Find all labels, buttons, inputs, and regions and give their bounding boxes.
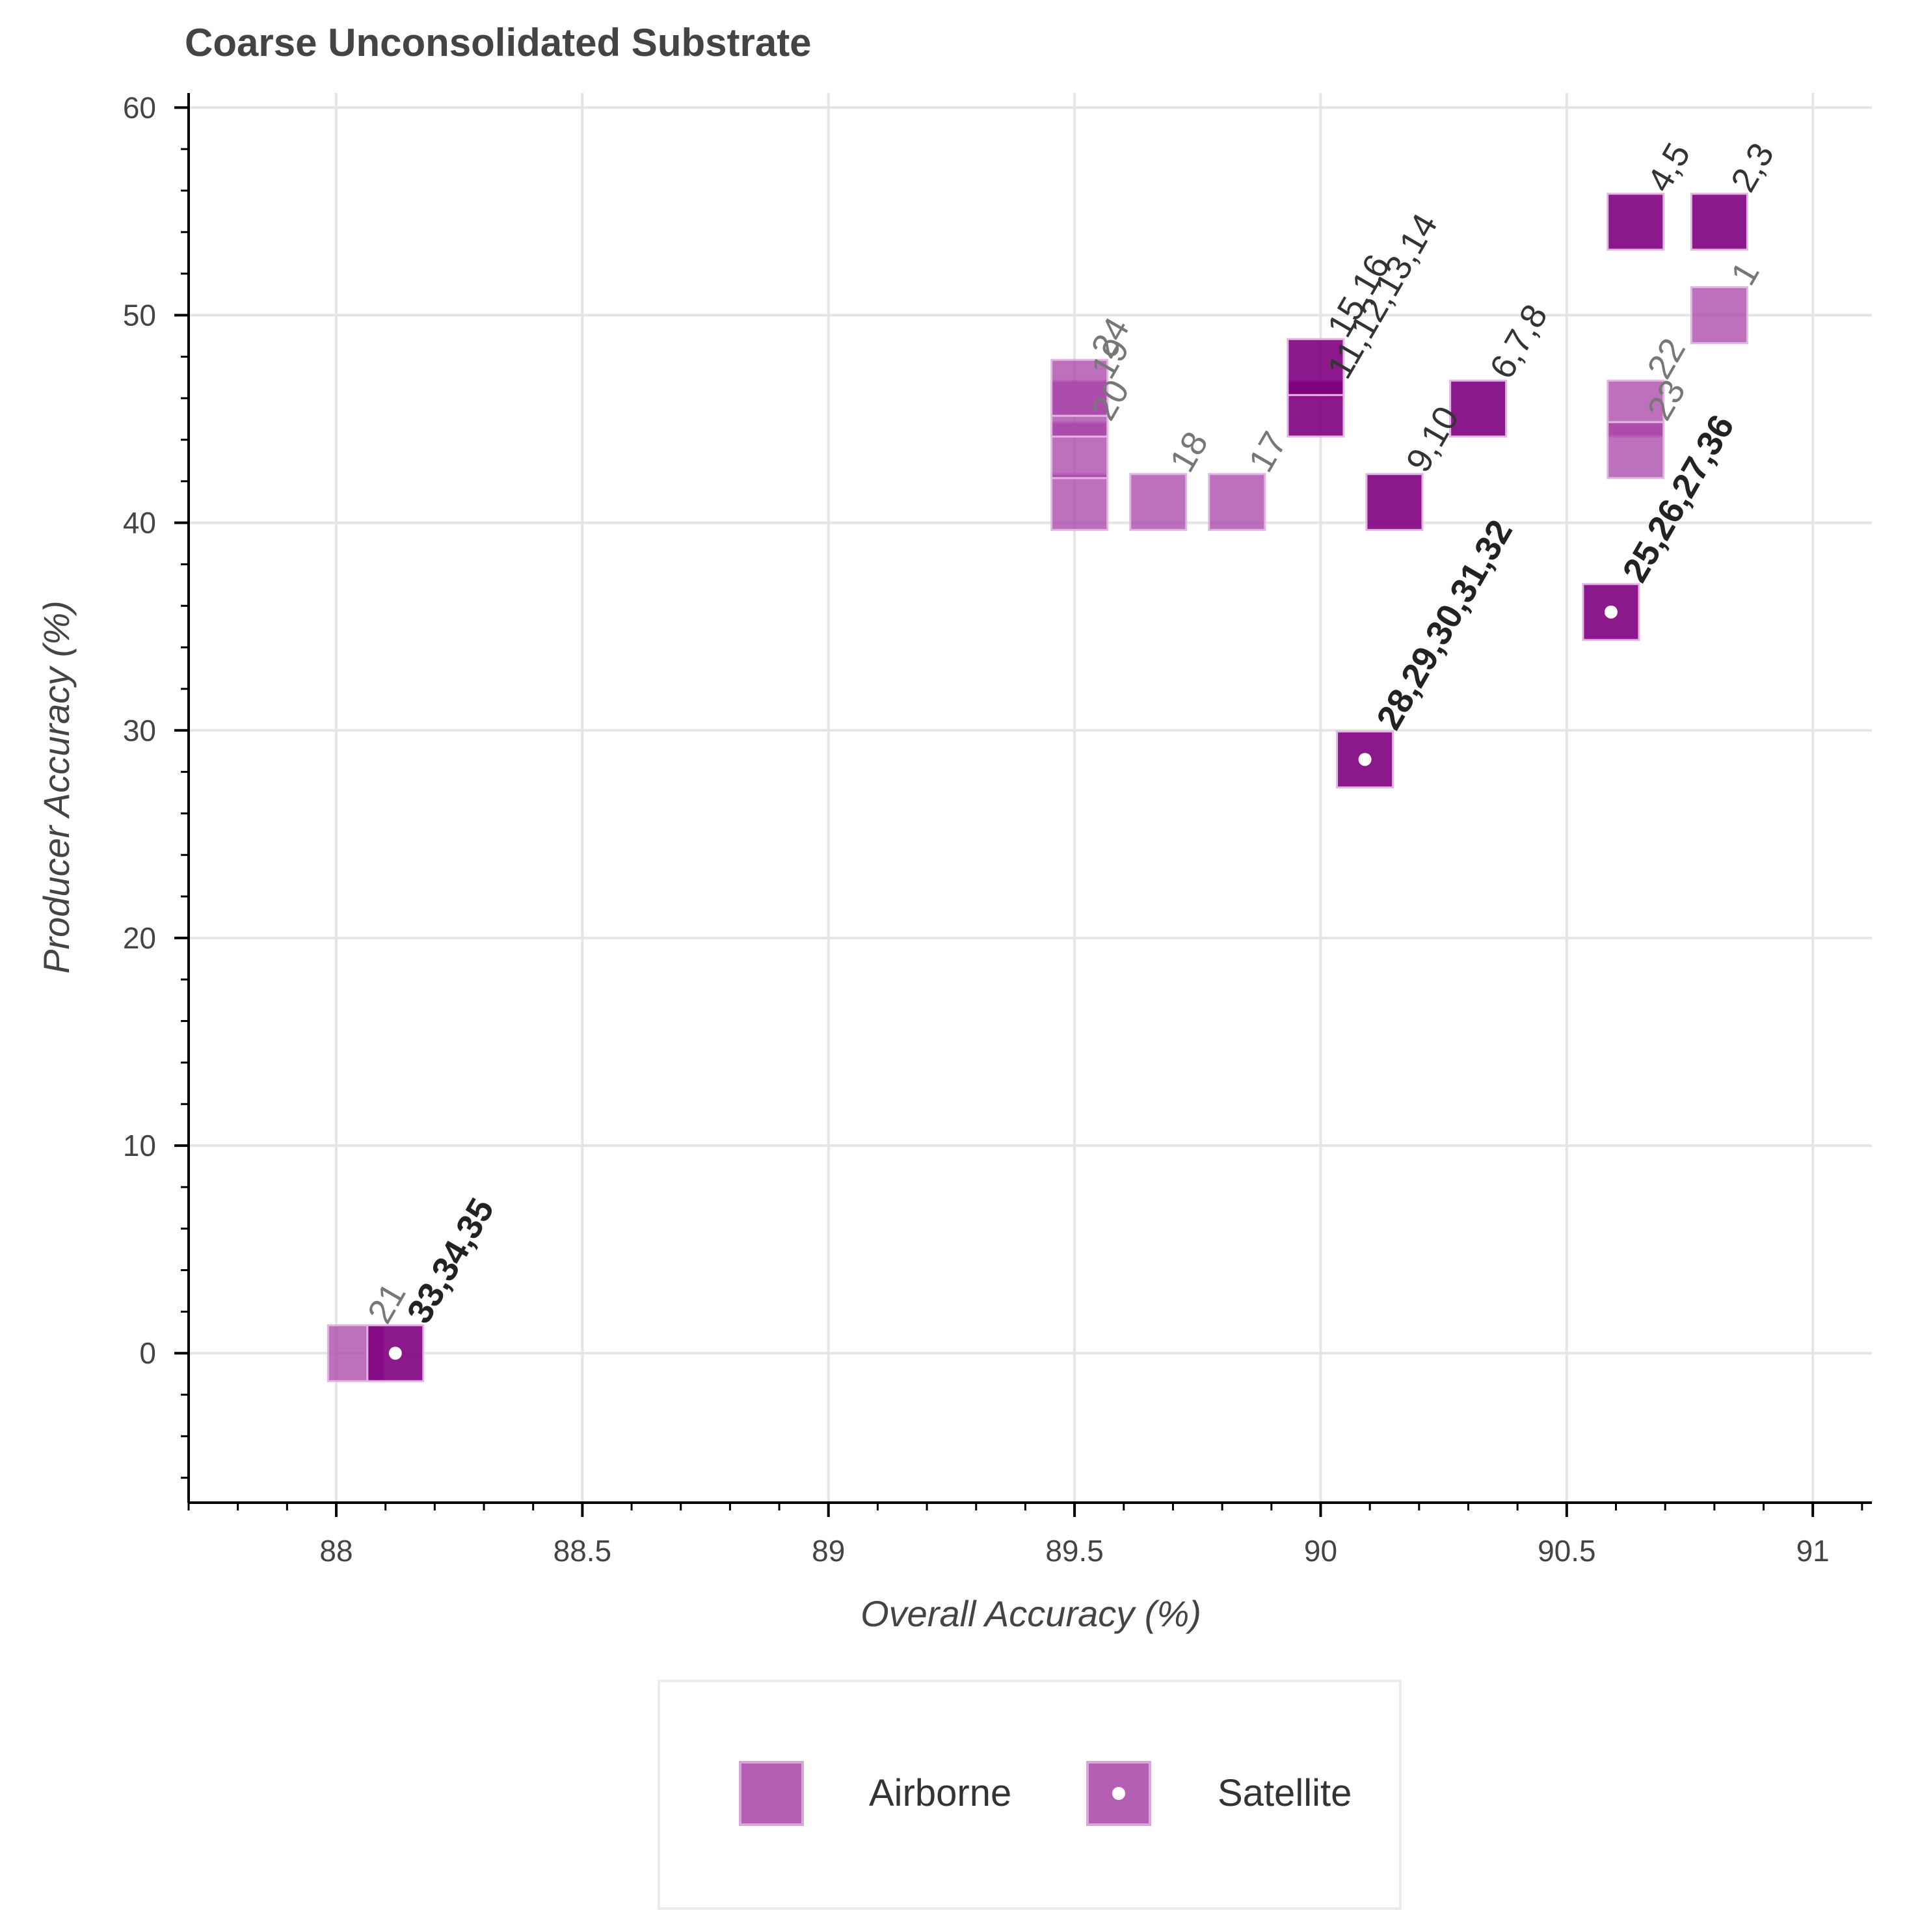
axes: 88 88.5 89 89.5 90 90.5 91 0 10 20 30 40 50 60 xyxy=(123,90,1872,1568)
point-label: 2,3 xyxy=(1724,137,1782,198)
point-label: 6,7,8 xyxy=(1482,298,1555,385)
point-label: 4,5 xyxy=(1640,137,1698,198)
point-label: 22 xyxy=(1640,332,1693,385)
airborne-point xyxy=(1607,421,1665,479)
x-tick-label: 90 xyxy=(1304,1534,1337,1568)
chart-title: Coarse Unconsolidated Substrate xyxy=(185,21,812,64)
x-tick-label: 90.5 xyxy=(1538,1534,1596,1568)
point-label: 33,34,35 xyxy=(399,1192,501,1330)
satellite-point-dot xyxy=(1358,753,1372,766)
legend-satellite-label: Satellite xyxy=(1218,1772,1352,1814)
legend-satellite-dot xyxy=(1112,1787,1125,1800)
point-label: 18 xyxy=(1162,425,1216,479)
x-tick-label: 89 xyxy=(812,1534,845,1568)
airborne-point xyxy=(1365,473,1424,531)
grid xyxy=(189,93,1872,1503)
airborne-point xyxy=(1208,473,1266,531)
point-label: 28,29,30,31,32 xyxy=(1369,513,1520,736)
legend: Airborne Satellite xyxy=(658,1680,1402,1910)
x-axis-label: Overall Accuracy (%) xyxy=(860,1593,1201,1634)
airborne-point xyxy=(1050,473,1109,531)
satellite-point-dot xyxy=(388,1347,402,1360)
y-tick-label: 60 xyxy=(123,90,156,124)
airborne-point xyxy=(1449,379,1508,438)
airborne-point xyxy=(1690,193,1748,251)
airborne-point xyxy=(1050,358,1109,417)
point-label: 17 xyxy=(1241,425,1294,479)
y-tick-label: 40 xyxy=(123,506,156,540)
x-tick-label: 91 xyxy=(1796,1534,1830,1568)
y-tick-label: 20 xyxy=(123,921,156,955)
x-tick-label: 88.5 xyxy=(553,1534,612,1568)
y-axis-label: Producer Accuracy (%) xyxy=(36,600,77,974)
airborne-point xyxy=(1607,193,1665,251)
airborne-point xyxy=(1690,286,1748,344)
x-tick-label: 88 xyxy=(319,1534,353,1568)
x-tick-label: 89.5 xyxy=(1045,1534,1104,1568)
data-points xyxy=(327,193,1748,1382)
y-tick-label: 10 xyxy=(123,1129,156,1162)
legend-airborne-swatch xyxy=(739,1761,804,1826)
airborne-point xyxy=(1129,473,1188,531)
y-tick-label: 50 xyxy=(123,298,156,332)
y-tick-label: 0 xyxy=(139,1336,156,1370)
airborne-point xyxy=(1287,338,1345,396)
satellite-point-dot xyxy=(1604,605,1618,619)
legend-airborne-label: Airborne xyxy=(869,1772,1011,1814)
satellite-point xyxy=(366,1324,425,1382)
y-tick-label: 30 xyxy=(123,714,156,747)
